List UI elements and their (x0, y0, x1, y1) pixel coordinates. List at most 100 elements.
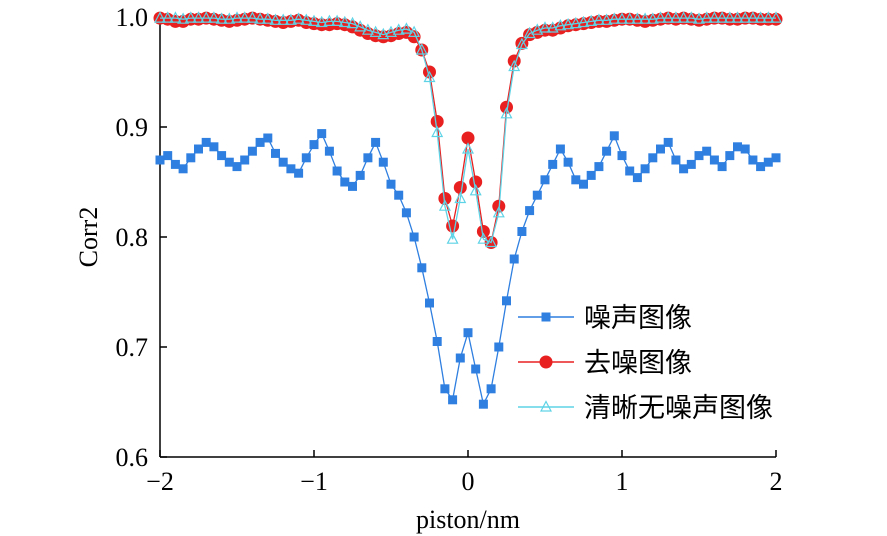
data-point (369, 25, 382, 38)
data-point (677, 11, 690, 23)
data-point (571, 175, 581, 185)
data-point (323, 14, 336, 26)
data-point (425, 298, 434, 308)
y-tick-label: 1.0 (116, 3, 149, 32)
data-point (163, 151, 173, 161)
data-point (184, 11, 197, 23)
data-point (500, 107, 513, 119)
data-point (492, 206, 505, 218)
x-tick-label: −2 (146, 467, 174, 496)
data-point (669, 11, 682, 23)
data-point (386, 179, 396, 189)
data-point (546, 21, 559, 33)
data-point (463, 328, 473, 338)
data-point (401, 208, 411, 218)
data-point (708, 11, 721, 23)
x-axis-label: piston/nm (416, 505, 520, 534)
data-point (632, 173, 642, 183)
data-point (432, 337, 442, 346)
data-point (453, 181, 467, 194)
data-point (286, 164, 296, 174)
data-point (602, 146, 612, 156)
data-point (461, 131, 475, 145)
data-point (438, 192, 452, 205)
data-point (430, 115, 444, 128)
data-point (756, 162, 766, 172)
data-point (679, 164, 689, 174)
data-point (200, 11, 213, 23)
legend-marker (541, 312, 551, 322)
data-point (448, 395, 458, 405)
data-point (569, 16, 582, 29)
data-point (371, 137, 381, 147)
data-point (656, 144, 665, 154)
data-point (686, 159, 696, 169)
data-point (338, 15, 351, 28)
data-point (223, 12, 236, 24)
data-point (247, 146, 257, 156)
y-tick-label: 0.7 (116, 333, 149, 362)
data-point (255, 137, 265, 147)
data-point (754, 11, 767, 23)
data-point (693, 12, 705, 24)
data-point (324, 146, 334, 156)
data-point (625, 166, 635, 176)
data-point (201, 137, 211, 147)
data-point (771, 153, 781, 163)
data-point (209, 142, 219, 152)
data-point (731, 11, 744, 23)
y-axis-label: Corr2 (74, 207, 103, 268)
data-point (224, 157, 234, 167)
data-point (770, 11, 782, 23)
x-tick-label: −1 (300, 467, 328, 496)
data-point (354, 20, 367, 32)
data-point (509, 254, 519, 264)
data-point (586, 170, 596, 180)
data-point (654, 11, 667, 23)
data-point (363, 153, 373, 163)
data-point (269, 13, 282, 25)
data-point (525, 206, 535, 216)
data-point (609, 131, 619, 141)
data-point (563, 157, 573, 167)
data-point (261, 12, 274, 24)
data-point (515, 37, 528, 50)
legend-marker (539, 355, 553, 369)
data-point (508, 59, 521, 72)
data-point (169, 11, 182, 23)
data-point (240, 155, 250, 165)
data-point (539, 21, 551, 33)
data-point (346, 16, 359, 29)
data-point (309, 140, 319, 150)
data-point (623, 12, 636, 24)
data-point (178, 164, 188, 174)
data-point (671, 155, 681, 165)
data-point (331, 14, 344, 26)
data-point (663, 137, 673, 147)
axis-ticks: −2 −1 0 1 2 0.6 0.7 0.8 0.9 1.0 (116, 3, 783, 496)
data-point (308, 14, 320, 26)
data-point (685, 11, 698, 23)
data-point (207, 11, 220, 23)
data-point (462, 142, 474, 154)
series-line (159, 17, 776, 245)
data-point (417, 263, 427, 273)
data-point (592, 13, 605, 25)
data-point (377, 27, 390, 40)
data-point (301, 153, 311, 163)
data-point (332, 166, 342, 176)
data-point (423, 70, 436, 83)
data-point (348, 181, 357, 191)
data-point (748, 155, 758, 165)
data-point (694, 151, 704, 161)
data-point (616, 12, 628, 24)
data-point (340, 177, 350, 187)
data-point (415, 43, 428, 55)
data-point (292, 12, 305, 24)
data-point (702, 146, 712, 156)
legend-item: 清晰无噪声图像 (518, 393, 773, 423)
data-point (554, 19, 567, 31)
data-point (438, 199, 451, 211)
data-point (640, 164, 650, 174)
